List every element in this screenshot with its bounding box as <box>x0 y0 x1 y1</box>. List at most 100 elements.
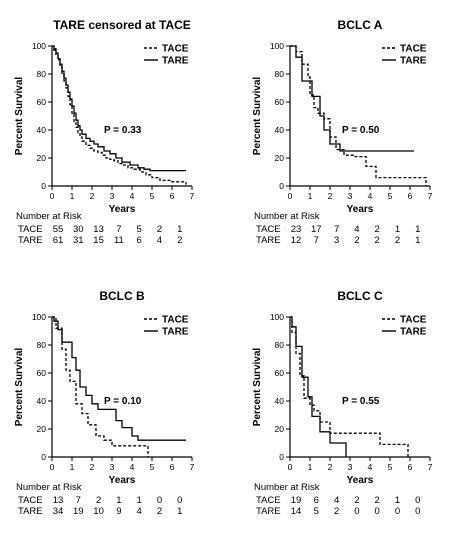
x-tick-label: 6 <box>170 462 175 472</box>
x-axis-label: Years <box>109 204 136 215</box>
p-value-annotation: P = 0.10 <box>104 396 142 407</box>
risk-value: 6 <box>314 495 319 506</box>
y-tick-label: 0 <box>279 181 284 191</box>
p-value-annotation: P = 0.33 <box>104 125 142 136</box>
x-tick-label: 3 <box>110 462 115 472</box>
risk-value: 1 <box>395 224 400 235</box>
risk-value: 2 <box>395 235 400 246</box>
risk-table-header: Number at Risk <box>16 482 82 493</box>
risk-value: 7 <box>334 224 339 235</box>
y-tick-label: 20 <box>37 424 47 434</box>
y-tick-label: 40 <box>37 125 47 135</box>
x-tick-label: 4 <box>368 191 373 201</box>
y-tick-label: 0 <box>279 452 284 462</box>
legend-label-tare: TARE <box>400 327 427 338</box>
series-line-tare <box>52 45 186 172</box>
x-tick-label: 0 <box>288 191 293 201</box>
p-value-annotation: P = 0.50 <box>342 125 380 136</box>
series-line-tare <box>290 45 414 152</box>
y-tick-label: 80 <box>275 340 285 350</box>
risk-value: 0 <box>415 495 420 506</box>
risk-row-label: TACE <box>256 495 281 506</box>
x-tick-label: 2 <box>328 191 333 201</box>
risk-value: 4 <box>334 495 339 506</box>
risk-value: 19 <box>73 506 84 517</box>
risk-table-header: Number at Risk <box>254 482 320 493</box>
risk-value: 61 <box>53 235 64 246</box>
y-tick-label: 0 <box>41 181 46 191</box>
y-tick-label: 40 <box>275 396 285 406</box>
risk-value: 7 <box>76 495 81 506</box>
risk-row-label: TARE <box>256 506 281 517</box>
series-line-tace <box>52 316 149 457</box>
x-tick-label: 7 <box>428 462 433 472</box>
risk-table-header: Number at Risk <box>254 211 320 222</box>
y-tick-label: 60 <box>37 368 47 378</box>
x-tick-label: 3 <box>348 191 353 201</box>
y-tick-label: 40 <box>275 125 285 135</box>
y-tick-label: 60 <box>275 97 285 107</box>
risk-value: 1 <box>415 224 420 235</box>
x-axis-label: Years <box>347 475 374 486</box>
risk-value: 7 <box>116 224 121 235</box>
series-line-tare <box>52 316 186 441</box>
chart-title: TARE censored at TACE <box>53 18 191 32</box>
series-line-tace <box>290 45 427 186</box>
legend-label-tace: TACE <box>162 44 189 55</box>
series-line-tare <box>290 316 347 457</box>
risk-value: 0 <box>415 506 420 517</box>
y-axis-label: Percent Survival <box>252 77 263 156</box>
risk-value: 2 <box>157 224 162 235</box>
risk-value: 2 <box>177 235 182 246</box>
x-axis-label: Years <box>347 204 374 215</box>
y-tick-label: 100 <box>270 312 284 322</box>
risk-value: 10 <box>93 506 104 517</box>
risk-value: 1 <box>177 506 182 517</box>
y-tick-label: 100 <box>270 41 284 51</box>
risk-value: 0 <box>354 506 359 517</box>
x-tick-label: 3 <box>110 191 115 201</box>
chart-title: BCLC B <box>99 289 145 303</box>
y-tick-label: 100 <box>32 312 46 322</box>
x-tick-label: 2 <box>90 191 95 201</box>
x-tick-label: 1 <box>70 462 75 472</box>
x-tick-label: 4 <box>130 191 135 201</box>
risk-value: 9 <box>116 506 121 517</box>
y-tick-label: 80 <box>37 69 47 79</box>
risk-value: 1 <box>137 495 142 506</box>
x-tick-label: 5 <box>150 191 155 201</box>
risk-row-label: TARE <box>18 235 43 246</box>
y-axis-label: Percent Survival <box>14 77 25 156</box>
risk-value: 55 <box>53 224 64 235</box>
risk-value: 31 <box>73 235 84 246</box>
risk-value: 1 <box>177 224 182 235</box>
x-tick-label: 6 <box>408 462 413 472</box>
y-axis-label: Percent Survival <box>14 348 25 427</box>
x-tick-label: 2 <box>328 462 333 472</box>
x-tick-label: 1 <box>70 191 75 201</box>
risk-value: 14 <box>291 506 302 517</box>
y-tick-label: 20 <box>275 424 285 434</box>
risk-value: 1 <box>395 495 400 506</box>
risk-value: 6 <box>137 235 142 246</box>
risk-value: 5 <box>314 506 319 517</box>
x-tick-label: 5 <box>388 191 393 201</box>
y-tick-label: 80 <box>275 69 285 79</box>
y-tick-label: 20 <box>37 153 47 163</box>
legend-label-tace: TACE <box>400 315 427 326</box>
x-axis-label: Years <box>109 475 136 486</box>
legend-label-tare: TARE <box>400 56 427 67</box>
legend-label-tare: TARE <box>162 327 189 338</box>
y-axis-label: Percent Survival <box>252 348 263 427</box>
risk-value: 19 <box>291 495 302 506</box>
y-tick-label: 40 <box>37 396 47 406</box>
risk-value: 30 <box>73 224 84 235</box>
x-tick-label: 4 <box>130 462 135 472</box>
risk-value: 17 <box>311 224 322 235</box>
risk-value: 12 <box>291 235 302 246</box>
risk-table-header: Number at Risk <box>16 211 82 222</box>
